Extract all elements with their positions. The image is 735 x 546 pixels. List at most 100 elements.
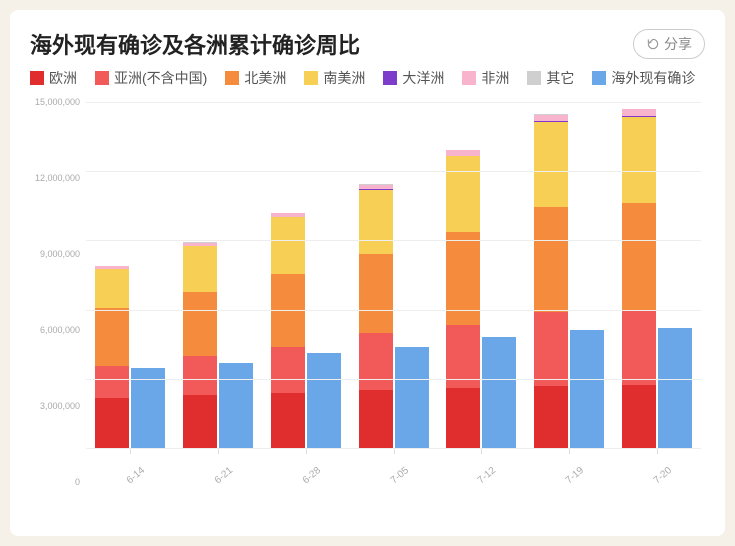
bar-segment-europe — [183, 395, 217, 448]
legend-swatch — [304, 71, 318, 85]
share-button[interactable]: 分享 — [633, 29, 705, 59]
stacked-bar[interactable] — [622, 109, 656, 448]
bar-segment-europe — [446, 388, 480, 448]
bar-segment-asia — [359, 333, 393, 391]
header: 海外现有确诊及各洲累计确诊周比 分享 — [30, 28, 705, 60]
legend-swatch — [225, 71, 239, 85]
legend-swatch — [592, 71, 606, 85]
bar-segment-asia — [95, 366, 129, 398]
legend-item-other[interactable]: 其它 — [527, 68, 574, 88]
y-axis-label: 0 — [30, 477, 80, 487]
legend-swatch — [527, 71, 541, 85]
share-label: 分享 — [664, 34, 692, 54]
bar-overseas[interactable] — [219, 363, 253, 448]
bar-overseas[interactable] — [570, 330, 604, 448]
legend-label: 欧洲 — [49, 68, 77, 88]
bar-segment-asia — [271, 347, 305, 393]
x-axis-label: 7-05 — [388, 465, 410, 486]
legend-item-samerica[interactable]: 南美洲 — [304, 68, 365, 88]
bar-segment-asia — [183, 356, 217, 395]
chart-title: 海外现有确诊及各洲累计确诊周比 — [30, 28, 360, 60]
legend-swatch — [462, 71, 476, 85]
bar-segment-samerica — [446, 156, 480, 232]
bar-group: 6-21 — [174, 102, 262, 448]
stacked-bar[interactable] — [95, 266, 129, 448]
bar-segment-samerica — [622, 117, 656, 204]
chart-area: 6-146-216-287-057-127-197-20 03,000,0006… — [30, 102, 705, 482]
x-axis-label: 7-20 — [652, 465, 674, 486]
stacked-bar[interactable] — [359, 184, 393, 448]
bar-group: 7-19 — [525, 102, 613, 448]
legend: 欧洲 亚洲(不含中国) 北美洲 南美洲 大洋洲 非洲 其它 海外现有确诊 — [30, 68, 705, 88]
bar-segment-europe — [271, 393, 305, 448]
bar-group: 6-28 — [262, 102, 350, 448]
bar-overseas[interactable] — [395, 347, 429, 448]
bar-segment-europe — [359, 390, 393, 448]
gridline — [86, 240, 701, 241]
bar-segment-asia — [534, 312, 568, 386]
bar-group: 7-12 — [437, 102, 525, 448]
y-axis-label: 15,000,000 — [30, 97, 80, 107]
gridline — [86, 171, 701, 172]
stacked-bar[interactable] — [271, 213, 305, 448]
gridline — [86, 448, 701, 449]
bar-segment-namerica — [95, 308, 129, 366]
y-axis-label: 3,000,000 — [30, 401, 80, 411]
bar-group: 7-05 — [350, 102, 438, 448]
bar-segment-europe — [95, 398, 129, 448]
legend-label: 亚洲(不含中国) — [114, 68, 207, 88]
x-axis-label: 7-12 — [476, 465, 498, 486]
x-axis-label: 6-21 — [212, 465, 234, 486]
y-axis-label: 9,000,000 — [30, 249, 80, 259]
legend-label: 南美洲 — [323, 68, 365, 88]
bar-segment-samerica — [534, 122, 568, 207]
bar-group: 6-14 — [86, 102, 174, 448]
x-axis-label: 7-19 — [564, 465, 586, 486]
legend-swatch — [95, 71, 109, 85]
y-axis-label: 12,000,000 — [30, 173, 80, 183]
bar-group: 7-20 — [613, 102, 701, 448]
stacked-bar[interactable] — [446, 150, 480, 448]
legend-label: 海外现有确诊 — [611, 68, 695, 88]
legend-item-namerica[interactable]: 北美洲 — [225, 68, 286, 88]
legend-label: 大洋洲 — [402, 68, 444, 88]
gridline — [86, 379, 701, 380]
legend-item-africa[interactable]: 非洲 — [462, 68, 509, 88]
bar-overseas[interactable] — [658, 328, 692, 448]
bar-segment-africa — [622, 109, 656, 116]
bars-area: 6-146-216-287-057-127-197-20 — [86, 102, 701, 448]
stacked-bar[interactable] — [183, 242, 217, 448]
legend-item-asia[interactable]: 亚洲(不含中国) — [95, 68, 207, 88]
y-axis-label: 6,000,000 — [30, 325, 80, 335]
bar-segment-europe — [622, 385, 656, 448]
bar-segment-asia — [622, 310, 656, 385]
bar-segment-namerica — [183, 292, 217, 355]
legend-swatch — [383, 71, 397, 85]
bar-overseas[interactable] — [482, 337, 516, 448]
share-icon — [646, 37, 660, 51]
bar-overseas[interactable] — [131, 368, 165, 448]
bar-segment-samerica — [271, 217, 305, 274]
plot-area: 6-146-216-287-057-127-197-20 — [86, 102, 701, 448]
stacked-bar[interactable] — [534, 114, 568, 448]
bar-segment-namerica — [446, 232, 480, 324]
legend-swatch — [30, 71, 44, 85]
bar-segment-europe — [534, 386, 568, 448]
x-axis-label: 6-14 — [125, 465, 147, 486]
bar-segment-namerica — [359, 254, 393, 332]
bar-overseas[interactable] — [307, 353, 341, 448]
bar-segment-samerica — [95, 269, 129, 308]
bar-segment-samerica — [359, 190, 393, 255]
legend-label: 其它 — [546, 68, 574, 88]
legend-item-europe[interactable]: 欧洲 — [30, 68, 77, 88]
legend-label: 北美洲 — [244, 68, 286, 88]
bar-segment-samerica — [183, 246, 217, 292]
legend-item-overseas[interactable]: 海外现有确诊 — [592, 68, 695, 88]
legend-label: 非洲 — [481, 68, 509, 88]
legend-item-oceania[interactable]: 大洋洲 — [383, 68, 444, 88]
chart-card: 海外现有确诊及各洲累计确诊周比 分享 欧洲 亚洲(不含中国) 北美洲 南美洲 大洋洲 非洲… — [10, 10, 725, 536]
x-axis-label: 6-28 — [300, 465, 322, 486]
bar-segment-namerica — [622, 203, 656, 310]
bar-segment-namerica — [534, 207, 568, 312]
gridline — [86, 310, 701, 311]
